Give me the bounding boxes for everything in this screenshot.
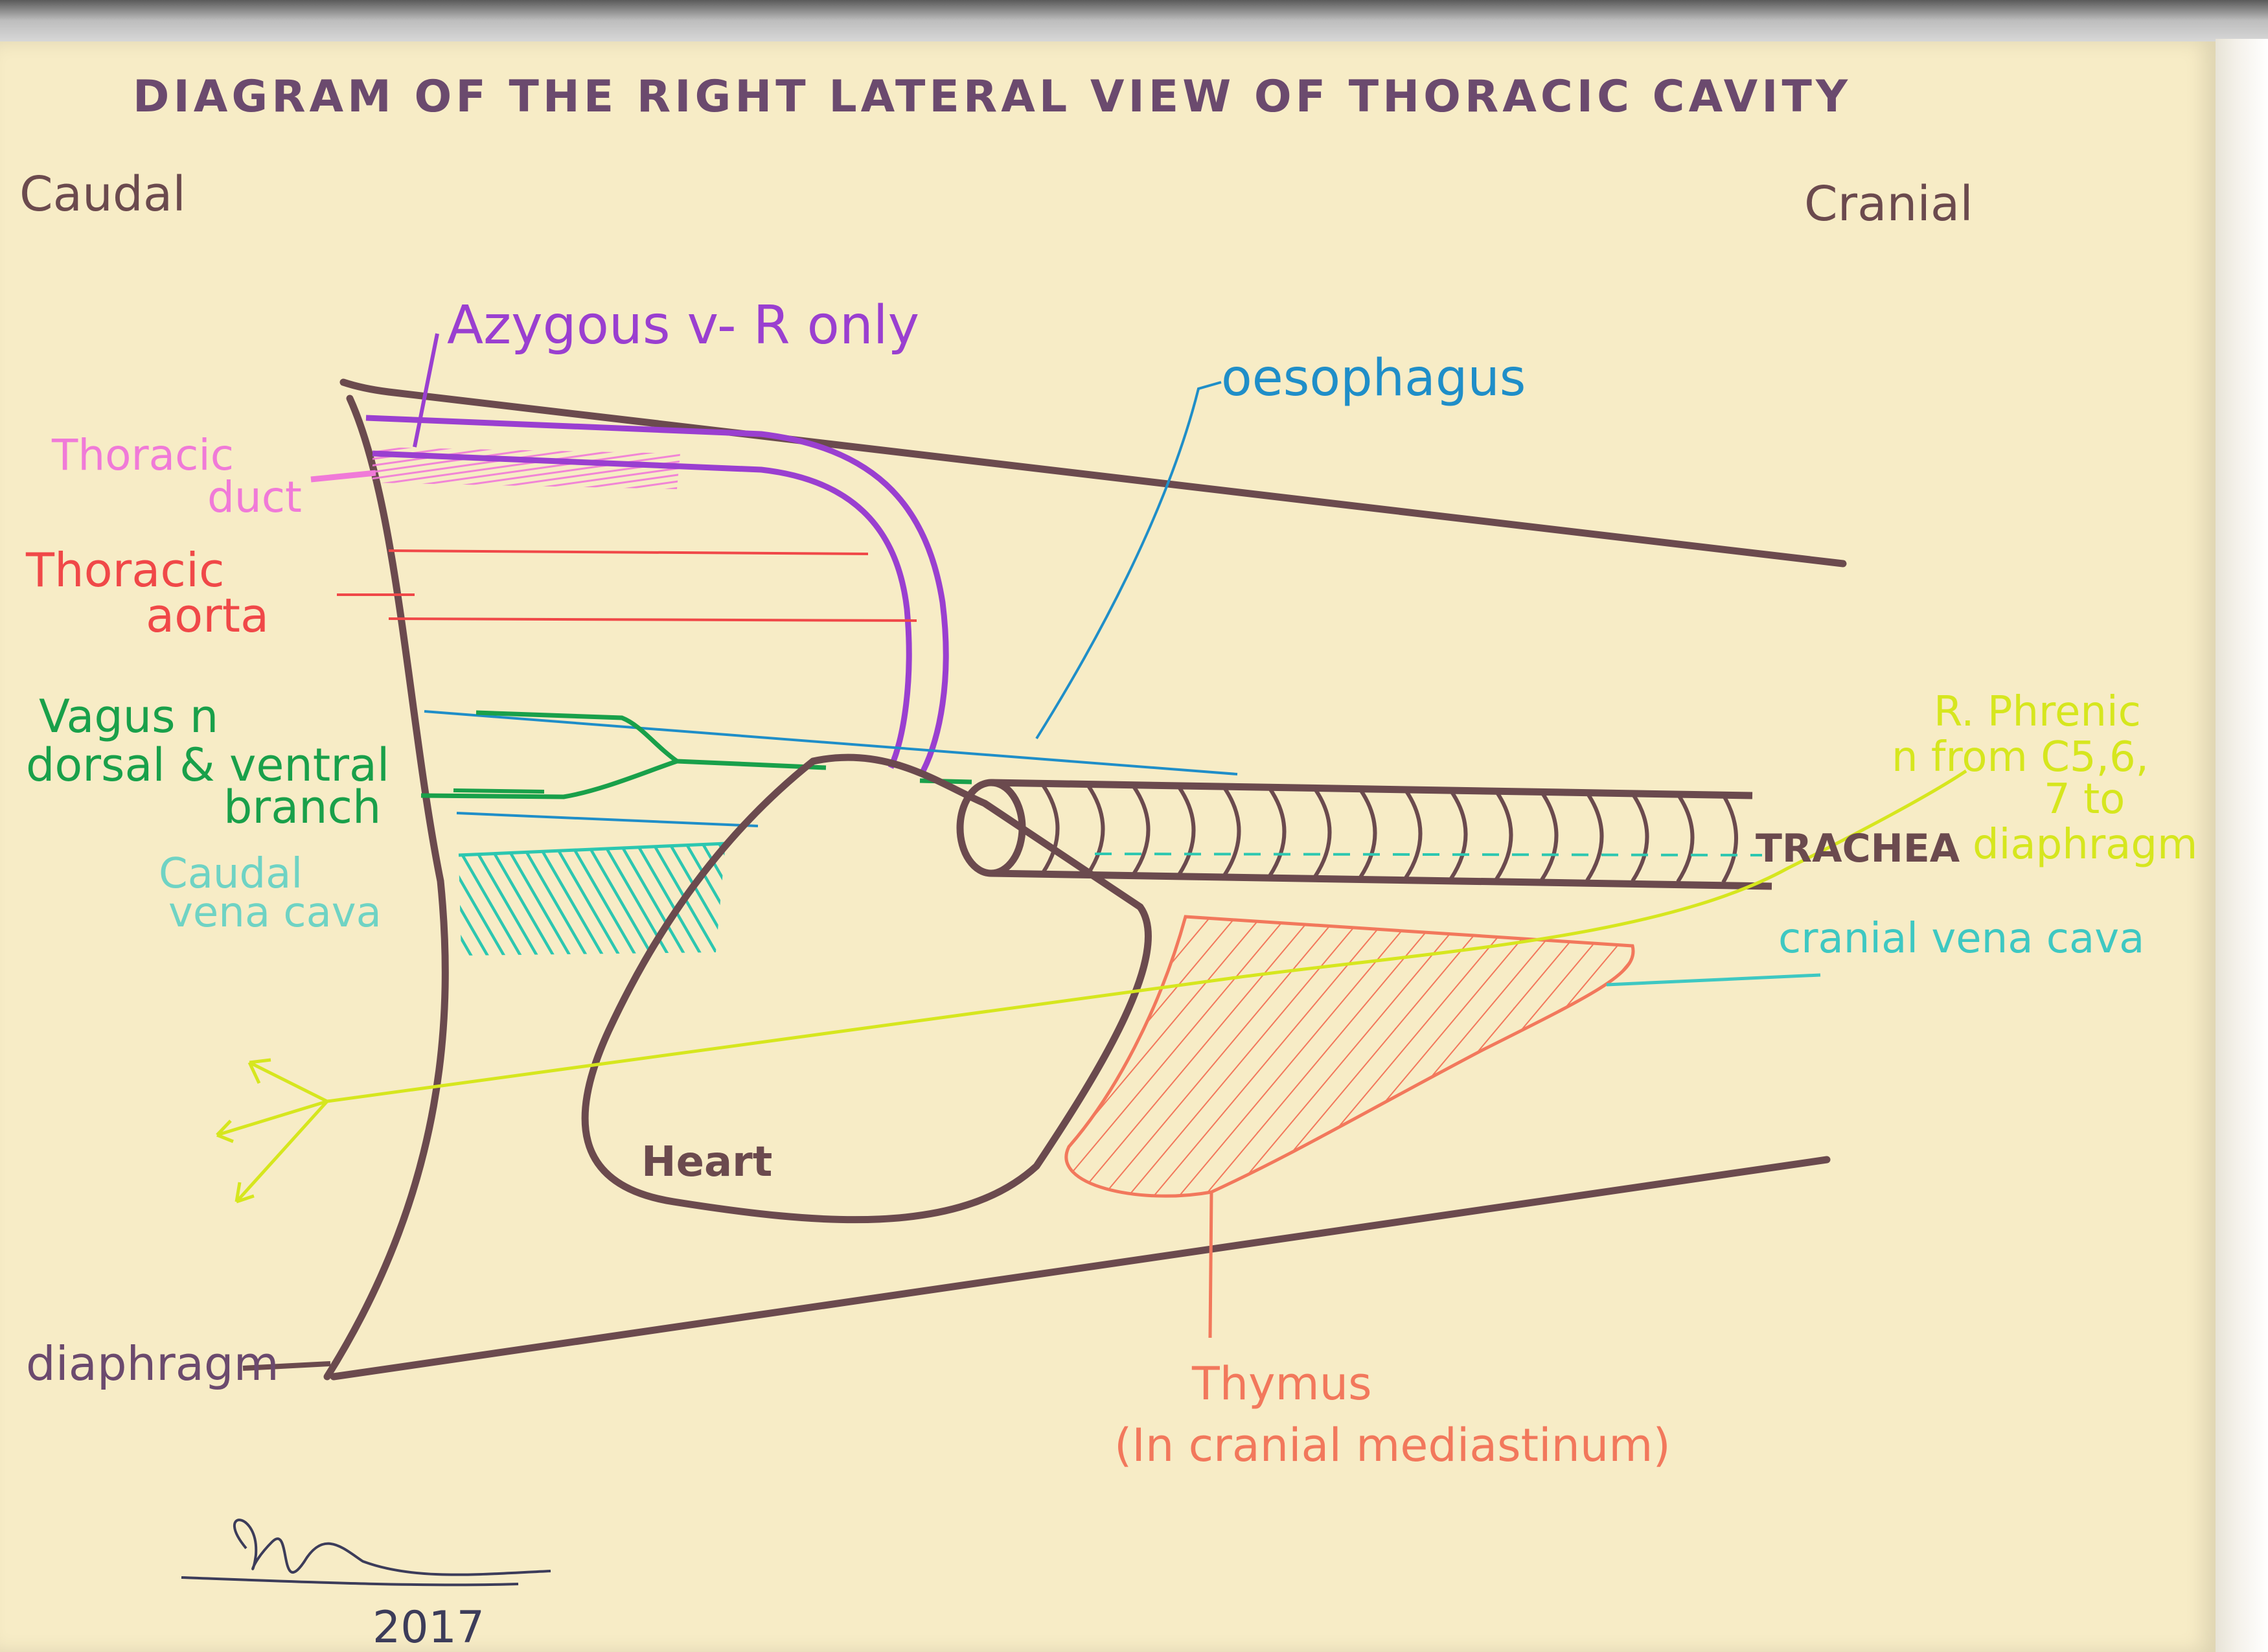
oesophagus-upper-line [424,710,1238,775]
trachea-label: TRACHEA [1756,826,1960,871]
thoracic-duct-label-1: Thoracic [51,430,234,480]
plastic-sleeve-edge [2216,39,2268,1652]
phrenic-nerve-line [326,769,1967,1103]
thymus-pointer [1208,1191,1213,1338]
signature-year: 2017 [372,1602,485,1652]
thoracic-aorta-label-2: aorta [146,588,269,643]
azygous-pointer [413,333,439,448]
cranial-vena-cava-label: cranial vena cava [1778,915,2144,963]
azygous-label: Azygous v- R only [447,295,919,356]
azygous-vein-outer [365,415,949,773]
thymus-fill [1064,915,1635,1198]
aorta-lower-line [388,617,917,622]
paper-sheet [0,41,2216,1652]
oesophagus-pointer [1035,381,1222,740]
cranial-label: Cranial [1804,176,1973,232]
caudal-label: Caudal [19,166,186,222]
heart-outline [581,753,1152,1224]
vagus-short-line [453,788,545,794]
vagus-ventral-branch [420,759,678,799]
trachea [956,779,1772,890]
ventral-wall-line [330,1156,1831,1381]
phrenic-label-2: n from C5,6, [1892,733,2149,781]
plastic-sleeve-top [0,0,2268,45]
cranial-vena-cava-line [1606,973,1821,987]
thymus-label-2: (In cranial mediastinum) [1114,1419,1671,1472]
oesophagus-lower-line [456,812,759,827]
vagus-dorsal-branch [475,710,679,763]
dorsal-wall-line [339,378,1847,568]
phrenic-label-1: R. Phrenic [1934,688,2141,736]
thoracic-duct-pointer [310,470,376,483]
aorta-upper-line [388,549,869,555]
handwritten-signature [181,1519,551,1587]
diaphragm-curve [323,395,449,1381]
phrenic-arrow-icon [216,1058,328,1204]
phrenic-label-3: 7 to [2044,775,2125,823]
phrenic-label-4: diaphragm [1973,821,2197,869]
caudal-vena-cava-top [458,842,726,857]
caudal-vena-cava-fill [459,842,726,956]
vagus-label-2: dorsal & ventral [26,739,389,792]
diagram-title: DIAGRAM OF THE RIGHT LATERAL VIEW OF THO… [133,71,1851,122]
diaphragm-label: diaphragm [26,1337,279,1391]
thymus-label-1: Thymus [1191,1357,1372,1410]
thoracic-aorta-label-1: Thoracic [25,543,225,597]
caudal-vena-cava-label-1: Caudal [159,850,303,898]
heart-label: Heart [641,1138,772,1186]
vena-cava-dashed-line [1094,853,1763,856]
vagus-label-3: branch [223,781,381,834]
oesophagus-label: oesophagus [1221,349,1526,407]
caudal-vena-cava-label-2: vena cava [168,889,382,937]
vagus-label-1: Vagus n [39,690,218,743]
thoracic-duct-label-2: duct [207,472,302,522]
azygous-vein-inner [372,450,912,769]
diaphragm-pointer [242,1361,331,1371]
